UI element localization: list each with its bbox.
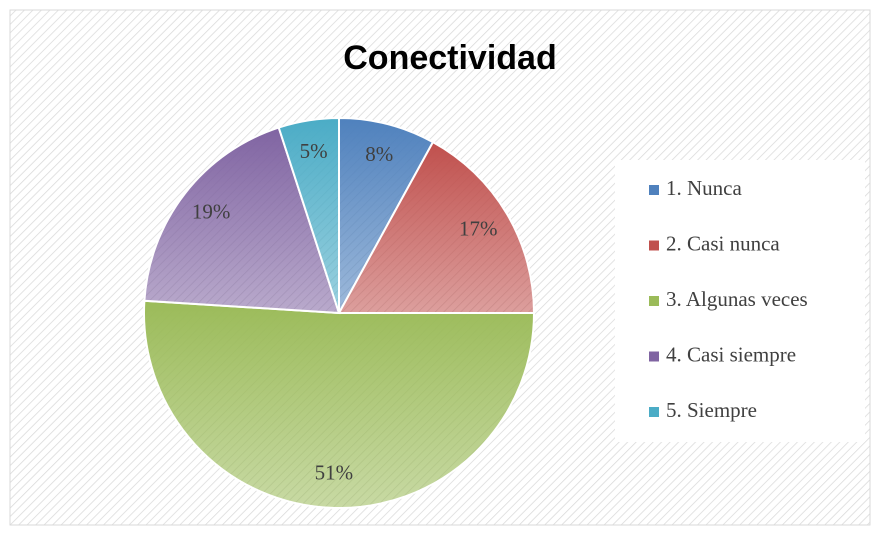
legend-label: 1. Nunca <box>666 176 742 200</box>
data-label: 17% <box>459 216 498 240</box>
data-label: 5% <box>300 139 328 163</box>
legend-swatch <box>649 185 659 195</box>
pie-slice <box>338 116 435 314</box>
pie-slice <box>337 140 536 314</box>
legend-swatch <box>649 240 659 251</box>
legend-label: 4. Casi siempre <box>666 342 796 366</box>
legend-label: 3. Algunas veces <box>666 287 808 311</box>
data-label: 51% <box>315 461 354 485</box>
legend-swatch <box>649 407 659 417</box>
legend-swatch <box>649 351 659 362</box>
legend-swatch <box>649 296 659 306</box>
pie-slice <box>143 126 341 315</box>
pie-slice <box>277 116 340 314</box>
legend-label: 5. Siempre <box>666 398 757 422</box>
chart-title: Conectividad <box>343 39 556 77</box>
data-label: 8% <box>365 142 393 166</box>
legend-label: 2. Casi nunca <box>666 231 780 255</box>
data-label: 19% <box>192 200 231 224</box>
pie-slice <box>143 299 536 509</box>
